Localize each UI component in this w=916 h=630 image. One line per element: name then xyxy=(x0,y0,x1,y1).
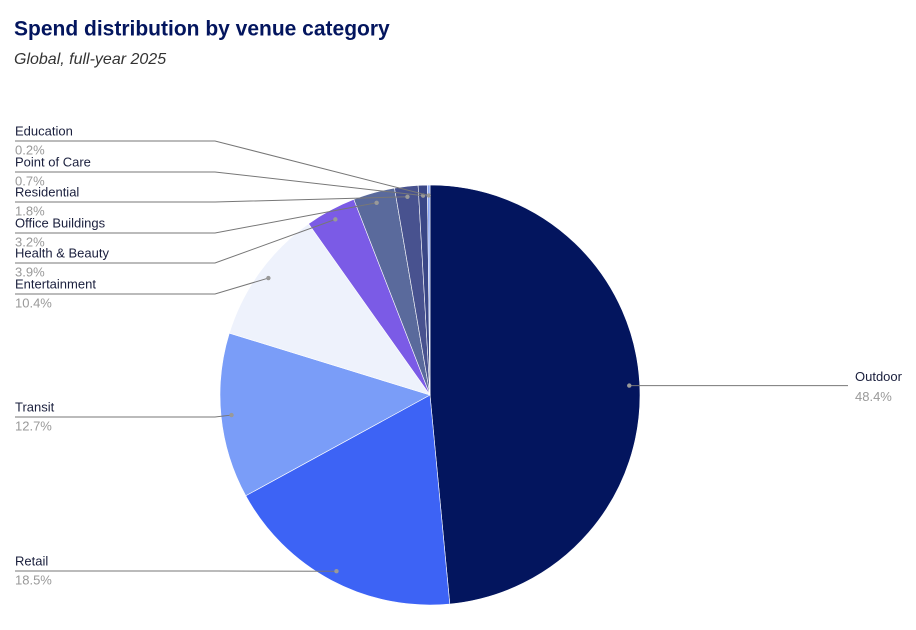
slice-value: 48.4% xyxy=(855,389,892,404)
leader-dot xyxy=(266,276,270,280)
slice-value: 10.4% xyxy=(15,295,52,310)
leader-dot xyxy=(405,195,409,199)
slice-label: Retail xyxy=(15,553,48,568)
pie-slice xyxy=(430,185,640,604)
leader-dot xyxy=(229,413,233,417)
chart-title: Spend distribution by venue category xyxy=(14,18,390,41)
leader-dot xyxy=(334,569,338,573)
slice-value: 3.2% xyxy=(15,234,45,249)
chart-subtitle: Global, full-year 2025 xyxy=(14,51,166,68)
slice-label: Transit xyxy=(15,399,55,414)
leader-dot xyxy=(374,201,378,205)
slice-value: 18.5% xyxy=(15,572,52,587)
slice-value: 0.2% xyxy=(15,142,45,157)
leader-dot xyxy=(627,383,631,387)
slice-value: 0.7% xyxy=(15,173,45,188)
slice-label: Education xyxy=(15,123,73,138)
leader-line xyxy=(15,415,232,417)
slice-value: 1.8% xyxy=(15,203,45,218)
slice-value: 3.9% xyxy=(15,264,45,279)
slice-value: 12.7% xyxy=(15,418,52,433)
slice-label: Outdoor xyxy=(855,369,903,384)
leader-dot xyxy=(333,217,337,221)
leader-dot xyxy=(427,193,431,197)
